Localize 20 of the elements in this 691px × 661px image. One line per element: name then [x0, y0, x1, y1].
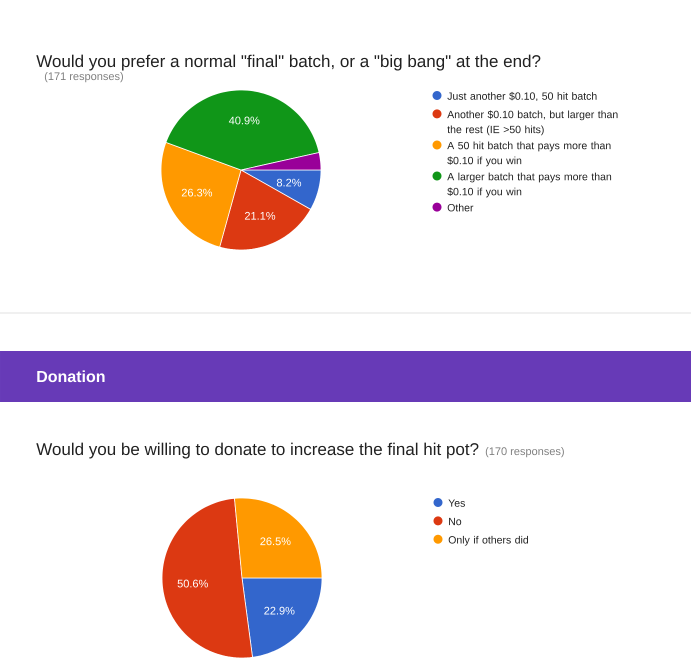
legend-label: Only if others did [448, 536, 528, 546]
data-label: 40.9% [228, 116, 260, 124]
legend-label: Yes [448, 499, 465, 507]
legend-label: Just another $0.10, 50 hit batch [447, 92, 597, 102]
data-label: 26.3% [182, 188, 212, 197]
legend-label: A 50 hit batch that pays more than $0.10 if you win [447, 142, 611, 166]
chart-subtitle: (171 responses) [44, 72, 123, 82]
chart-title: Would you prefer a normal "final" batch, or a "big bang" at the end? [36, 54, 540, 71]
legend-label: A larger batch that pays more than $0.10 if you win [447, 172, 612, 198]
text: Donation [37, 370, 105, 382]
data-label: 50.6% [178, 580, 208, 588]
chart-title: Would you be willing to donate to increase the final hit pot? [36, 442, 478, 459]
legend-label: Other [448, 204, 474, 212]
data-label: 8.2% [276, 178, 302, 187]
legend-label: Another $0.10 batch, but larger than the rest (IE >50 hits) [447, 110, 618, 136]
data-label: 26.5% [260, 537, 291, 546]
chart-subtitle: (170 responses) [486, 447, 564, 458]
data-label: 22.9% [264, 606, 295, 615]
legend-label: No [449, 518, 462, 526]
data-label: 21.1% [244, 212, 276, 220]
